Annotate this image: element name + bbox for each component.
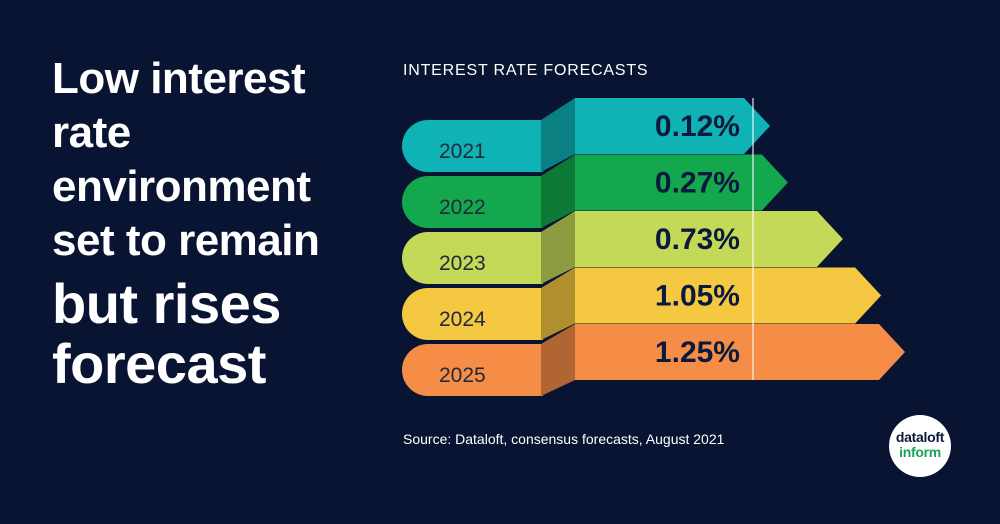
- year-label-2021: 2021: [439, 140, 486, 163]
- headline-line-3: environment: [52, 162, 311, 211]
- year-label-2024: 2024: [439, 308, 486, 331]
- fold-shade-2022: [541, 154, 575, 228]
- value-label-2021: 0.12%: [655, 110, 740, 143]
- bar-2022: [575, 154, 788, 211]
- bar-2024: [575, 267, 882, 324]
- fold-shade-2024: [541, 267, 575, 340]
- logo-text-inform: inform: [899, 444, 941, 460]
- value-label-2023: 0.73%: [655, 223, 740, 256]
- headline-line-5: but rises: [52, 272, 281, 335]
- year-tab-2022: [402, 176, 543, 228]
- headline-line-6: forecast: [52, 332, 266, 395]
- logo-text-dataloft: dataloft: [895, 429, 945, 445]
- year-tab-2025: [402, 344, 543, 396]
- year-tab-2023: [402, 232, 543, 284]
- bar-2021: [575, 98, 770, 154]
- year-label-2025: 2025: [439, 364, 486, 387]
- year-label-2023: 2023: [439, 252, 486, 275]
- dataloft-inform-logo: dataloft inform: [889, 415, 951, 477]
- year-tab-2024: [402, 288, 543, 340]
- bar-2023: [575, 211, 843, 267]
- headline-line-4: set to remain: [52, 216, 320, 265]
- headline-line-2: rate: [52, 108, 131, 157]
- year-label-2022: 2022: [439, 196, 486, 219]
- chart-title: INTEREST RATE FORECASTS: [403, 62, 649, 79]
- value-label-2025: 1.25%: [655, 336, 740, 369]
- bar-2025: [575, 324, 905, 380]
- headline: Low interest rate environment set to rem…: [52, 52, 382, 394]
- value-label-2024: 1.05%: [655, 280, 740, 313]
- year-tab-2021: [402, 120, 543, 172]
- fold-shade-2021: [541, 98, 575, 172]
- fold-shade-2025: [541, 324, 575, 396]
- headline-line-1: Low interest: [52, 54, 306, 103]
- fold-shade-2023: [541, 211, 575, 284]
- source-note: Source: Dataloft, consensus forecasts, A…: [403, 431, 725, 447]
- value-label-2022: 0.27%: [655, 167, 740, 200]
